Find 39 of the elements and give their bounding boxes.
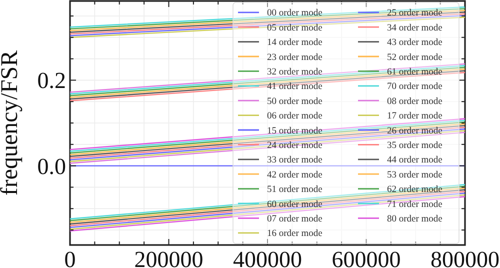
- legend-label: 34 order mode: [387, 23, 442, 34]
- legend-label: 80 order mode: [387, 214, 442, 225]
- legend-label: 17 order mode: [387, 112, 442, 122]
- legend-label: 51 order mode: [267, 185, 322, 196]
- legend-label: 61 order mode: [387, 68, 442, 78]
- legend-label: 14 order mode: [267, 38, 322, 48]
- legend-label: 15 order mode: [267, 126, 322, 136]
- legend-label: 00 order mode: [267, 8, 322, 19]
- x-tick-label: 600000: [332, 247, 401, 268]
- legend-label: 50 order mode: [267, 96, 322, 107]
- x-tick-label: 200000: [134, 247, 204, 268]
- legend-label: 25 order mode: [387, 8, 442, 19]
- y-tick-label: 0.0: [37, 154, 66, 179]
- legend-label: 32 order mode: [267, 68, 322, 78]
- x-tick-label: 800000: [430, 247, 500, 268]
- legend-label: 33 order mode: [267, 156, 322, 166]
- legend-label: 70 order mode: [387, 82, 442, 92]
- legend-label: 08 order mode: [387, 96, 442, 107]
- legend-label: 71 order mode: [387, 200, 442, 210]
- x-tick-label: 0: [64, 247, 76, 268]
- legend-label: 60 order mode: [267, 200, 322, 210]
- legend-label: 53 order mode: [387, 170, 442, 180]
- x-tick-label: 400000: [233, 247, 302, 268]
- legend-label: 24 order mode: [267, 141, 322, 152]
- legend-label: 42 order mode: [267, 170, 322, 180]
- legend-label: 41 order mode: [267, 82, 322, 92]
- y-tick-label: 0.2: [37, 68, 66, 94]
- legend-label: 05 order mode: [267, 23, 322, 34]
- legend-label: 26 order mode: [387, 126, 442, 136]
- legend-label: 44 order mode: [387, 156, 442, 166]
- legend-label: 35 order mode: [387, 141, 442, 152]
- legend-label: 43 order mode: [387, 38, 442, 48]
- legend-label: 16 order mode: [267, 229, 322, 240]
- legend-label: 23 order mode: [267, 52, 322, 63]
- legend-label: 62 order mode: [387, 185, 442, 196]
- legend-label: 07 order mode: [267, 214, 322, 225]
- y-axis-title: frequency/FSR: [0, 50, 23, 196]
- legend-label: 52 order mode: [387, 52, 442, 63]
- legend-label: 06 order mode: [267, 112, 322, 122]
